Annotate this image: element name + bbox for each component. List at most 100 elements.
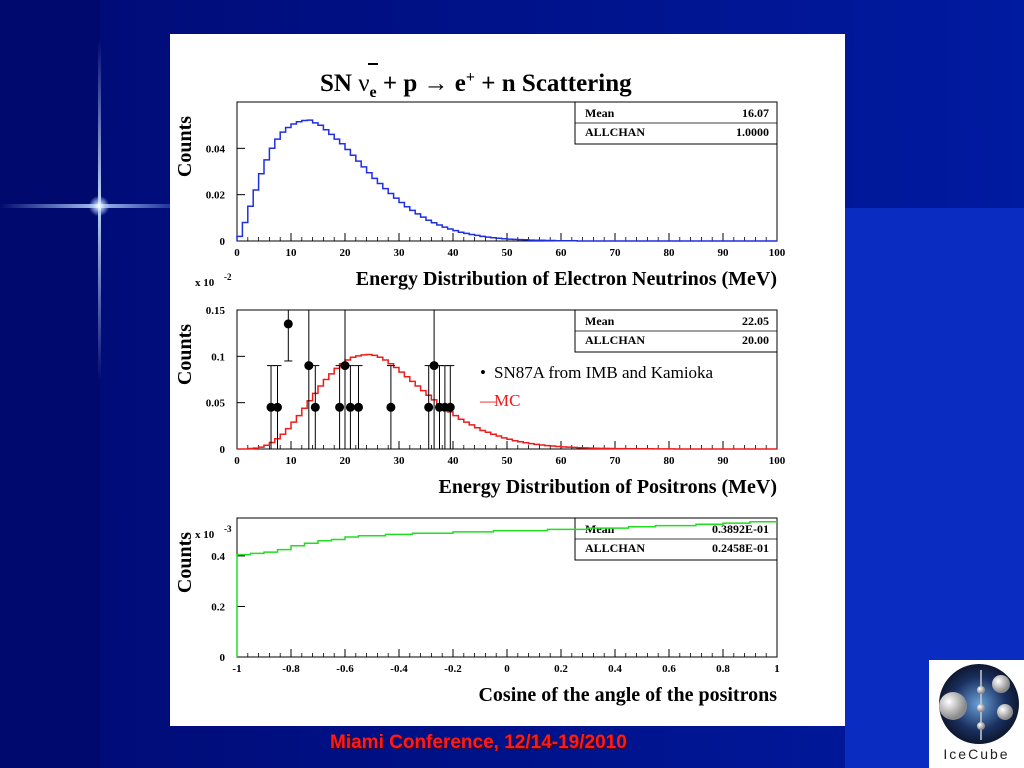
x-tick-label: 20 (340, 455, 352, 467)
conference-footer: Miami Conference, 12/14-19/2010 (330, 732, 627, 753)
y-tick-label: 0.2 (211, 601, 225, 613)
y-axis-label: Counts (174, 324, 196, 385)
y-tick-label: 0.04 (206, 143, 226, 155)
data-point (345, 402, 355, 412)
y-tick-label: 0.02 (206, 190, 226, 202)
x-tick-label: 60 (556, 247, 568, 259)
y-axis-label: Counts (174, 116, 196, 177)
title-part: + p → e (377, 70, 466, 97)
chart-panel-3: -1 -0.8 -0.6 -0.4 -0.2 0 0.2 0.4 0.6 0.8 1 0 0.2 0.4 C… (174, 517, 780, 706)
x-tick-label: 0 (504, 663, 510, 675)
x-tick-label: 40 (448, 455, 460, 467)
logo-sphere-right (997, 704, 1013, 720)
y-tick-label: 0.15 (206, 305, 226, 317)
y-tick-label: 0 (220, 236, 226, 248)
data-point (310, 402, 320, 412)
histogram-series (236, 119, 777, 242)
title-part: SN (320, 70, 358, 97)
figure-panel: SN νe + p → e+ + n Scattering 0 10 20 30 40 5… (170, 34, 845, 726)
x-tick-label: 0 (234, 247, 240, 259)
stats-value: 20.00 (742, 333, 769, 347)
stats-label: ALLCHAN (585, 333, 645, 347)
histogram-series (236, 521, 777, 657)
logo-dom (977, 704, 985, 712)
title-superscript-plus: + (466, 69, 475, 86)
x-tick-label: 30 (394, 247, 406, 259)
logo-text: IceCube (943, 746, 1010, 762)
stats-value: 0.3892E-01 (712, 522, 769, 536)
data-point (273, 402, 282, 412)
title-part: + n Scattering (475, 70, 632, 97)
histogram-series (237, 353, 777, 450)
x-tick-label: 10 (286, 455, 298, 467)
icecube-logo: IceCube (929, 660, 1024, 768)
x-tick-label: 50 (502, 247, 514, 259)
x-tick-label: 0 (234, 455, 240, 467)
chart-panel-2: 0 10 20 30 40 50 60 70 80 90 100 0 0.05 0.1 0.15 Energy… (174, 272, 786, 498)
y-multiplier: x 10 (195, 277, 215, 289)
x-tick-label: 10 (286, 247, 298, 259)
x-tick-label: -0.6 (336, 663, 354, 675)
data-point (429, 361, 439, 371)
x-tick-label: 0.4 (608, 663, 622, 675)
icecube-logo-graphic (939, 664, 1019, 744)
x-tick-label: 70 (610, 455, 622, 467)
x-axis-label: Energy Distribution of Positrons (MeV) (439, 476, 778, 498)
stats-value: 16.07 (742, 106, 769, 120)
x-tick-label: -1 (232, 663, 241, 675)
x-tick-label: 70 (610, 247, 622, 259)
y-multiplier-exponent: -3 (224, 524, 232, 534)
x-tick-label: 100 (769, 455, 786, 467)
x-tick-label: -0.8 (282, 663, 300, 675)
title-nu-symbol: ν (358, 70, 369, 97)
y-tick-label: 0 (220, 652, 226, 664)
logo-dom (977, 722, 985, 730)
figure-svg: SN νe + p → e+ + n Scattering 0 10 20 30 40 5… (174, 63, 786, 706)
stats-value: 1.0000 (736, 125, 769, 139)
x-tick-label: -0.2 (444, 663, 462, 675)
y-tick-label: 0.05 (206, 398, 226, 410)
y-multiplier: x 10 (195, 529, 215, 541)
x-tick-label: 20 (340, 247, 352, 259)
x-tick-label: 50 (502, 455, 514, 467)
legend-marker: — (479, 391, 498, 410)
legend-label: SN87A from IMB and Kamioka (494, 363, 714, 382)
y-tick-label: 0 (220, 444, 226, 456)
x-tick-label: 100 (769, 247, 786, 259)
stats-value: 0.2458E-01 (712, 541, 769, 555)
x-tick-label: -0.4 (390, 663, 408, 675)
x-tick-label: 80 (664, 455, 676, 467)
x-tick-label: 0.8 (716, 663, 730, 675)
x-tick-label: 80 (664, 247, 676, 259)
stats-label: Mean (585, 314, 615, 328)
light-flare-core (88, 196, 110, 216)
data-point (266, 402, 276, 412)
data-point (424, 402, 434, 412)
y-multiplier-exponent: -2 (224, 272, 232, 282)
stats-label: Mean (585, 106, 615, 120)
title-subscript-e: e (370, 84, 377, 101)
y-tick-label: 0.4 (211, 551, 225, 563)
x-tick-label: 30 (394, 455, 406, 467)
x-axis-label: Cosine of the angle of the positrons (478, 684, 777, 706)
x-axis-label: Energy Distribution of Electron Neutrino… (356, 268, 777, 290)
x-tick-label: 0.6 (662, 663, 676, 675)
stats-label: ALLCHAN (585, 541, 645, 555)
legend-label: MC (494, 391, 520, 410)
x-tick-label: 90 (718, 455, 730, 467)
data-point (386, 402, 396, 412)
data-point (304, 361, 314, 371)
logo-sphere-top (992, 675, 1010, 693)
data-point (283, 319, 293, 329)
data-point (445, 402, 455, 412)
stats-label: Mean (585, 522, 615, 536)
chart-panel-1: 0 10 20 30 40 50 60 70 80 90 100 0 0.02 0.04 Energy Di… (174, 101, 786, 290)
data-point (335, 402, 345, 412)
x-tick-label: 0.2 (554, 663, 568, 675)
stats-value: 22.05 (742, 314, 769, 328)
chart-title: SN νe + p → e+ + n Scattering (320, 69, 632, 101)
legend-marker: • (480, 363, 486, 382)
data-point (354, 402, 363, 412)
x-tick-label: 60 (556, 455, 568, 467)
x-tick-label: 1 (774, 663, 780, 675)
